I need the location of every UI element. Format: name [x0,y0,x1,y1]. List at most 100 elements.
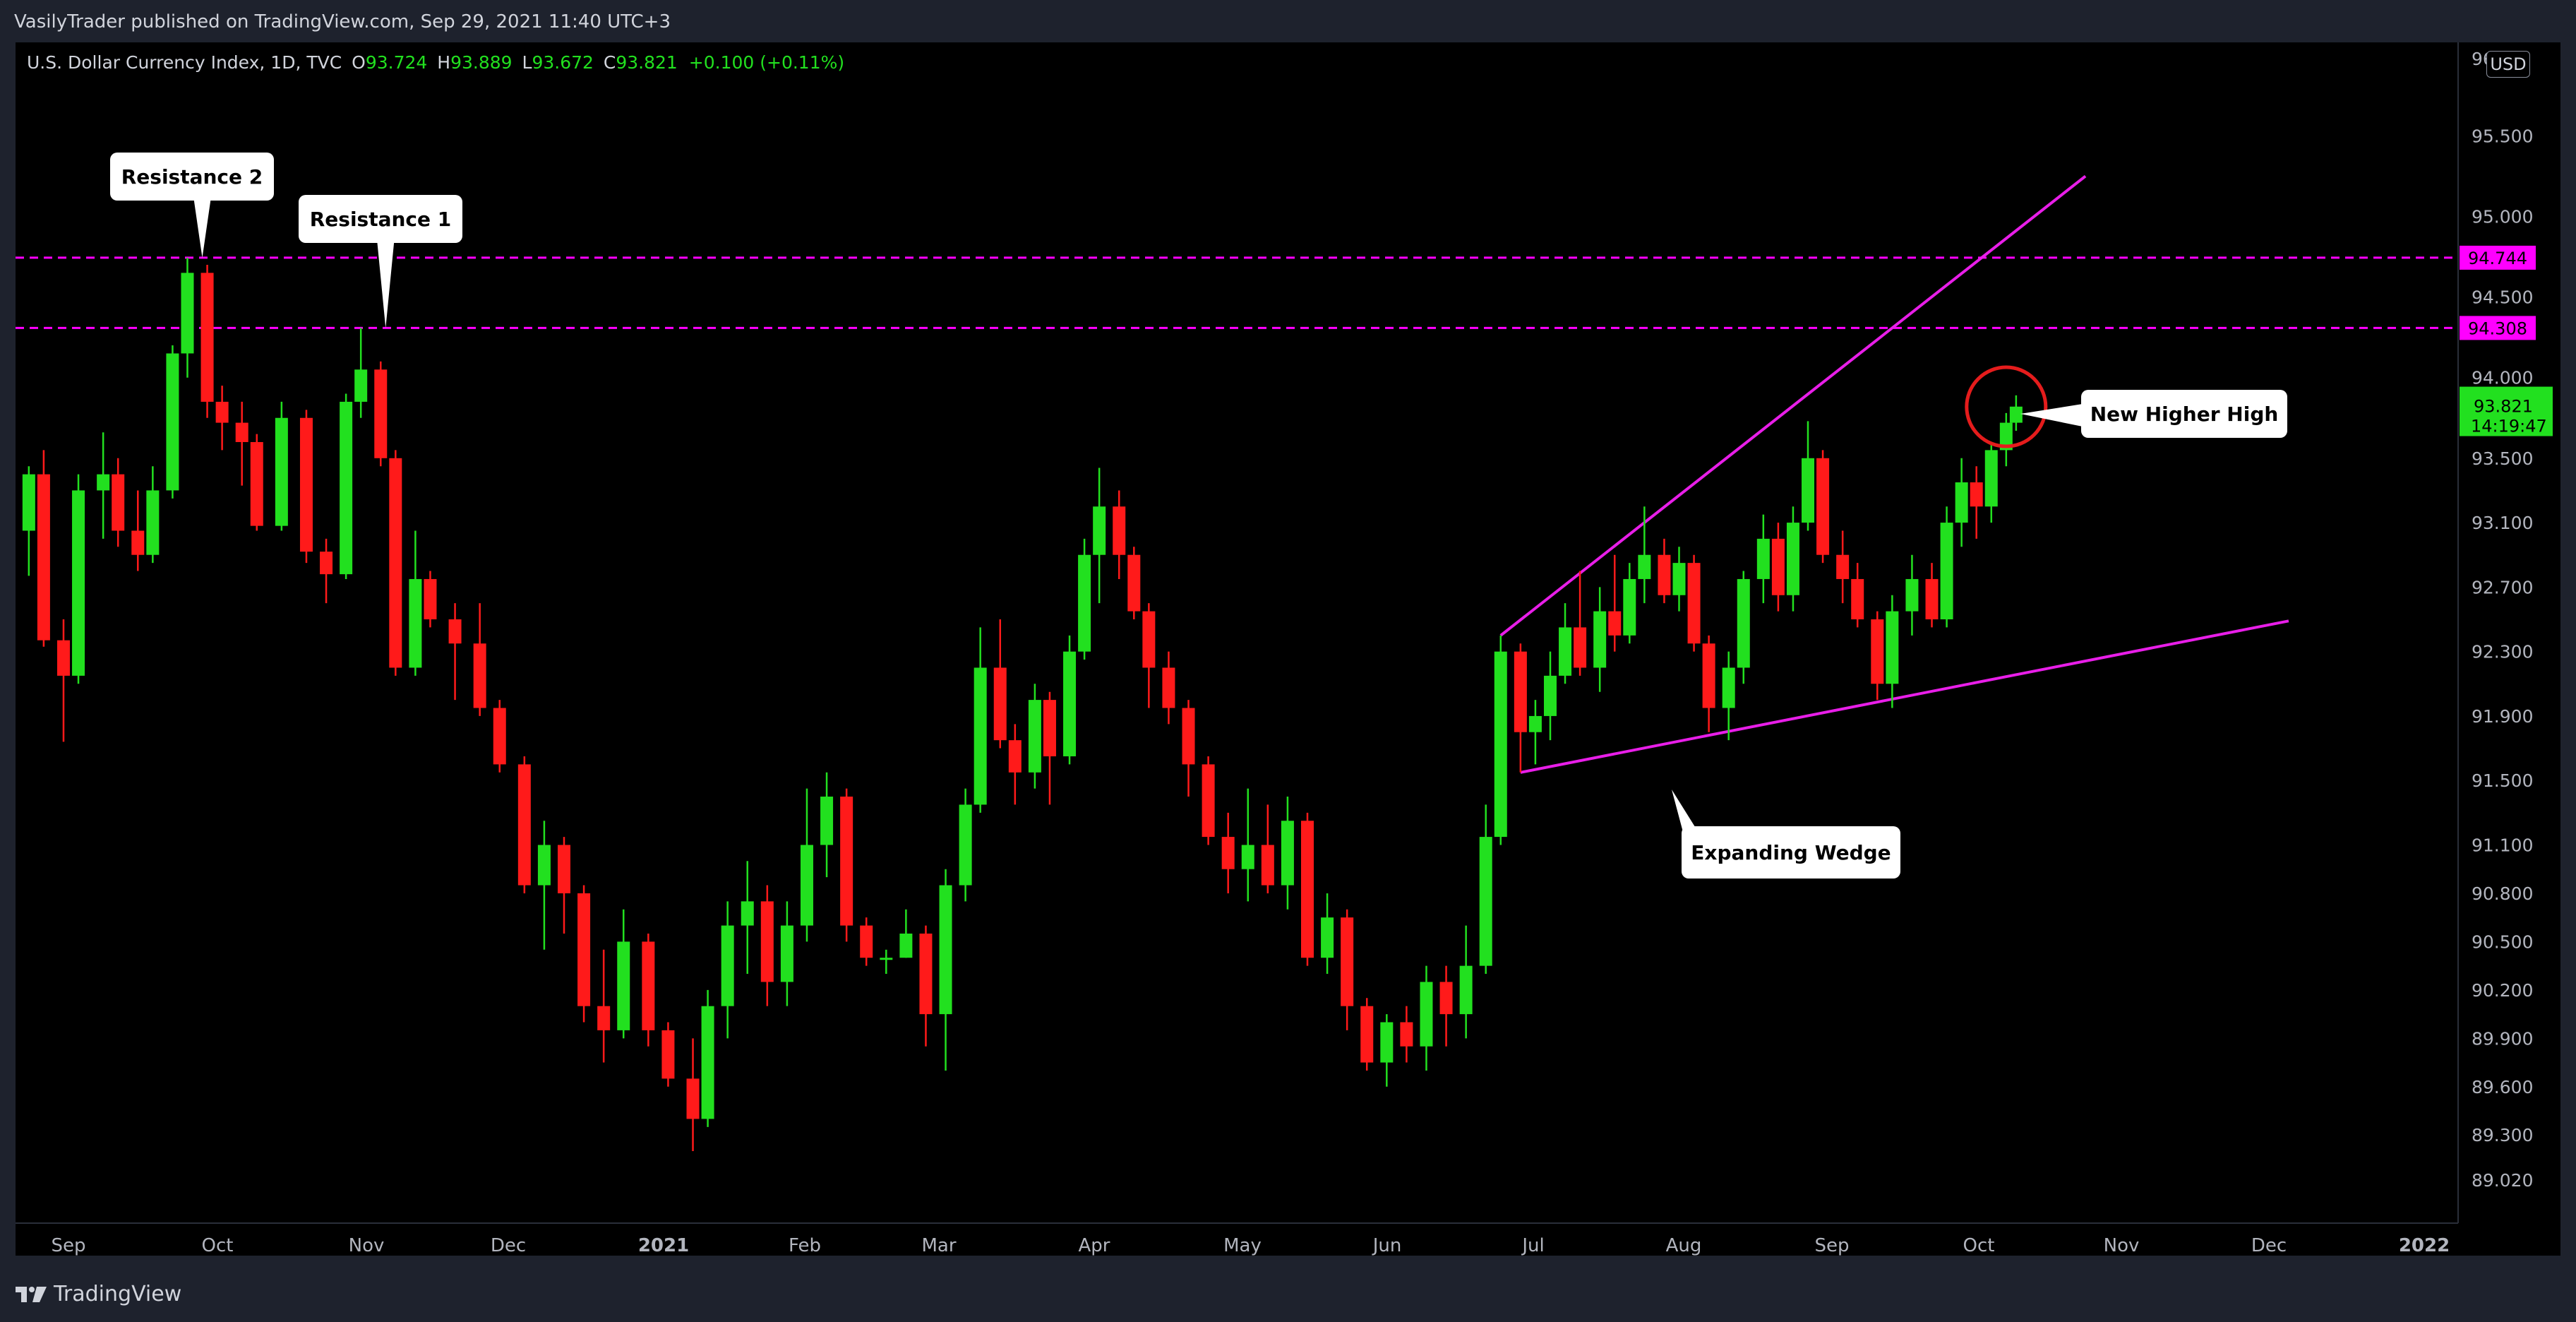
candle[interactable] [1737,571,1750,684]
candle[interactable] [1836,530,1850,604]
candle[interactable] [448,603,462,701]
candle[interactable] [1078,538,1091,660]
candle[interactable] [409,530,422,676]
candle[interactable] [424,571,437,628]
candle[interactable] [1940,506,1953,628]
candle[interactable] [181,257,194,378]
candle[interactable] [686,1038,700,1152]
candle[interactable] [235,401,248,486]
candle[interactable] [37,450,50,647]
candle[interactable] [1380,1014,1394,1087]
candle[interactable] [597,949,611,1063]
candle[interactable] [1925,563,1939,628]
candle[interactable] [1113,490,1126,579]
candle[interactable] [22,466,35,576]
candle[interactable] [1638,506,1651,604]
candle[interactable] [1241,788,1254,902]
candle[interactable] [1786,506,1799,612]
candle[interactable] [1439,965,1453,1047]
candle[interactable] [1063,635,1077,765]
candle[interactable] [1202,756,1215,845]
candle[interactable] [1162,651,1175,725]
candle[interactable] [1756,514,1770,604]
candle[interactable] [1559,603,1572,684]
candle[interactable] [558,837,570,934]
candle[interactable] [1999,412,2013,467]
candle[interactable] [1028,684,1041,789]
candle[interactable] [919,925,933,1047]
candle[interactable] [250,434,263,531]
candle[interactable] [1702,635,1715,732]
candle[interactable] [146,466,160,564]
candle[interactable] [1093,468,1106,604]
candle[interactable] [354,328,368,418]
candle[interactable] [1871,611,1884,701]
candle[interactable] [880,949,893,975]
wedge-lower-line[interactable] [1520,619,2289,774]
annotation-callout[interactable]: New Higher High [2020,390,2287,438]
candle[interactable] [1955,458,1968,547]
candle[interactable] [517,756,531,893]
candle[interactable] [959,788,972,902]
candle[interactable] [1886,595,1899,708]
candle[interactable] [1459,925,1473,1039]
candle[interactable] [275,401,288,531]
candle[interactable] [1400,1006,1413,1063]
candle[interactable] [741,861,754,975]
higher-high-circle-marker[interactable] [1965,365,2048,448]
candle[interactable] [299,410,313,564]
candle[interactable] [320,538,333,604]
candle[interactable] [577,885,591,1023]
candle[interactable] [2009,395,2023,431]
candle[interactable] [1722,651,1735,741]
candle[interactable] [537,821,551,950]
annotation-callout[interactable]: Expanding Wedge [1672,790,1900,879]
candle[interactable] [642,933,655,1047]
candle[interactable] [131,490,145,571]
candle[interactable] [473,603,486,716]
candle[interactable] [1341,909,1354,1030]
candle[interactable] [1672,547,1686,612]
candle[interactable] [1514,643,1527,773]
annotation-callout[interactable]: Resistance 2 [110,153,274,258]
tradingview-logo[interactable]: TradingView [16,1282,181,1306]
candle[interactable] [820,772,834,878]
symbol-name[interactable]: U.S. Dollar Currency Index, 1D, TVC [27,52,342,73]
candle[interactable] [215,386,229,451]
candle[interactable] [860,917,873,966]
candle[interactable] [899,909,913,958]
candle[interactable] [97,432,110,539]
currency-button[interactable]: USD [2486,51,2530,78]
candle[interactable] [1321,893,1334,975]
candle[interactable] [493,700,506,773]
candle[interactable] [993,619,1007,749]
candle[interactable] [1142,603,1156,708]
candle[interactable] [1301,812,1314,966]
wedge-upper-line[interactable] [1499,174,2087,637]
candle[interactable] [1574,571,1587,676]
candle[interactable] [840,788,853,942]
candle[interactable] [72,474,85,684]
candle[interactable] [701,989,714,1127]
candle[interactable] [1360,998,1374,1071]
candle[interactable] [340,393,353,579]
annotation-callout[interactable]: Resistance 1 [299,195,462,328]
candle[interactable] [1528,700,1542,765]
candle[interactable] [1494,635,1507,845]
candle[interactable] [1420,965,1433,1071]
candle[interactable] [1984,441,1998,523]
candle[interactable] [389,450,402,676]
candle[interactable] [1851,563,1864,628]
candle[interactable] [1970,466,1983,539]
candle[interactable] [166,345,179,499]
candle[interactable] [56,619,70,742]
candle[interactable] [617,909,630,1039]
candle[interactable] [1658,538,1671,604]
candle[interactable] [112,458,125,547]
candle[interactable] [1281,797,1294,910]
candle[interactable] [1802,421,1815,531]
candle[interactable] [1479,804,1492,975]
candle[interactable] [1182,700,1195,797]
candle[interactable] [1261,804,1274,893]
